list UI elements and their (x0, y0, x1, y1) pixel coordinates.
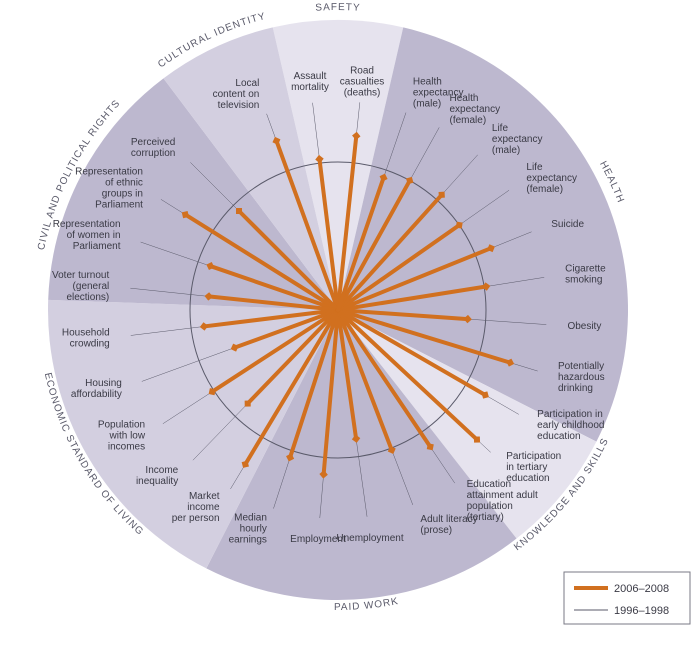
value-marker (236, 208, 242, 214)
legend-label: 1996–1998 (614, 605, 669, 617)
indicator-label: Assaultmortality (291, 71, 329, 93)
radial-chart: Roadcasualties(deaths)AssaultmortalityLo… (0, 0, 700, 646)
value-marker (456, 222, 463, 229)
value-marker (474, 436, 480, 442)
legend-label: 2006–2008 (614, 583, 669, 595)
indicator-label: Cigarettesmoking (565, 264, 606, 286)
indicator-label: Perceivedcorruption (131, 137, 175, 159)
indicator-label: Suicide (551, 219, 584, 230)
value-marker (209, 388, 216, 395)
value-marker (245, 400, 251, 406)
domain-label: SAFETY (315, 2, 361, 14)
indicator-label: Unemployment (336, 533, 403, 544)
legend: 2006–2008 1996–1998 (564, 572, 690, 624)
value-marker (427, 443, 434, 450)
indicator-label: Obesity (567, 321, 601, 332)
indicator-label: Householdcrowding (62, 328, 110, 350)
value-marker (439, 192, 445, 198)
